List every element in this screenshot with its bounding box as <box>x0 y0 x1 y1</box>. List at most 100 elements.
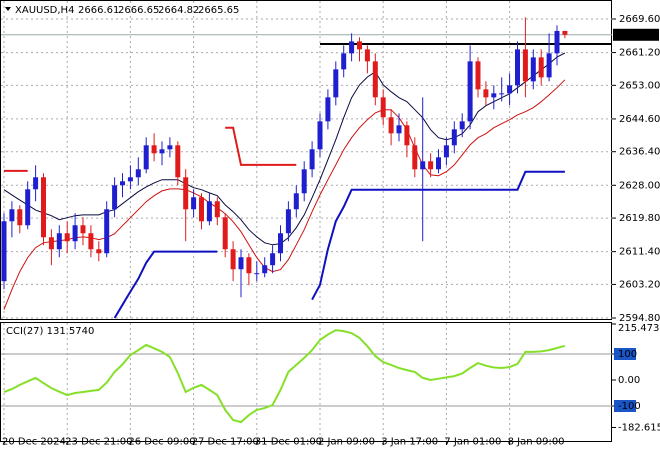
candle-body <box>41 177 46 238</box>
y-tick-label: 2653.00 <box>619 80 660 91</box>
candle-body <box>262 265 268 274</box>
y-tick-label: 2661.20 <box>619 48 660 59</box>
candle-body <box>167 145 173 150</box>
candle-body <box>112 185 118 210</box>
y-tick-label: 2594.80 <box>619 313 660 324</box>
candle-body <box>104 209 110 254</box>
candle-body <box>238 257 244 270</box>
candle-body <box>151 145 157 154</box>
candle-body <box>96 249 102 254</box>
menu-arrow[interactable] <box>5 7 11 11</box>
candle-body <box>127 177 133 182</box>
candle-body <box>293 193 299 210</box>
slow-ma <box>3 79 566 310</box>
ohlc-open: 2666.61 <box>78 5 119 16</box>
x-tick-label: 27 Dec 17:00 <box>192 436 259 447</box>
candle-body <box>214 201 220 218</box>
candle-body <box>56 233 62 250</box>
y-tick-label: 2619.80 <box>619 213 660 224</box>
candle-body <box>380 97 386 118</box>
candle-body <box>515 49 520 86</box>
candle-body <box>270 253 276 266</box>
candle-body <box>183 177 189 210</box>
candle-body <box>159 149 165 154</box>
y-tick-label: 2644.60 <box>619 114 660 125</box>
candle-body <box>538 57 544 78</box>
candle-body <box>254 273 260 275</box>
candle-body <box>396 125 402 134</box>
ohlc-close: 2665.65 <box>198 5 239 16</box>
price-tag <box>613 28 659 41</box>
candle-body <box>80 225 86 234</box>
level-tag <box>614 348 636 361</box>
candle-body <box>120 181 125 186</box>
candle-body <box>222 217 228 250</box>
upper-stop <box>4 126 297 172</box>
candle-body <box>317 121 323 150</box>
x-tick-label: 8 Jan 09:00 <box>508 436 565 447</box>
candle-body <box>499 93 505 95</box>
candle-body <box>88 233 94 250</box>
fast-ma <box>3 52 566 246</box>
candle-body <box>1 221 7 282</box>
candle-body <box>522 49 528 82</box>
candle-body <box>491 93 497 98</box>
candle-body <box>436 157 441 170</box>
candle-body <box>349 41 355 54</box>
y-tick-label: 2611.40 <box>619 247 660 258</box>
ohlc-low: 2664.82 <box>158 5 199 16</box>
level-tag <box>614 399 636 412</box>
candle-body <box>206 201 212 222</box>
x-tick-label: 23 Dec 21:00 <box>65 436 132 447</box>
candle-body <box>412 145 418 170</box>
candle-body <box>72 225 78 242</box>
candle-body <box>246 257 252 274</box>
candle-body <box>341 53 347 70</box>
ohlc-high: 2666.65 <box>118 5 159 16</box>
candle-body <box>443 145 449 158</box>
candle-body <box>530 57 536 82</box>
candle-body <box>33 177 39 190</box>
y-tick-label: 2669.60 <box>619 14 660 25</box>
y-tick-label: 0.00 <box>618 375 640 386</box>
candle-body <box>285 209 291 234</box>
candle-body <box>554 30 560 54</box>
candle-body <box>372 61 378 98</box>
candle-body <box>301 169 307 194</box>
candle-body <box>191 197 197 210</box>
x-tick-label: 3 Jan 17:00 <box>381 436 438 447</box>
y-tick-label: 2636.40 <box>619 147 660 158</box>
candle-body <box>404 125 410 146</box>
y-tick-label: 2603.20 <box>619 279 660 290</box>
candle-body <box>278 233 283 254</box>
candle-body <box>483 89 489 98</box>
x-tick-label: 2 Jan 09:00 <box>318 436 375 447</box>
indicator-panel <box>0 322 612 442</box>
candle-body <box>357 41 362 50</box>
candle-body <box>459 121 465 130</box>
y-tick-label: 2628.00 <box>619 180 660 191</box>
candle-body <box>325 97 331 122</box>
cci-line <box>3 329 566 424</box>
candle-body <box>546 53 552 78</box>
candle-body <box>364 49 370 62</box>
x-tick-label: 20 Dec 2024 <box>2 436 66 447</box>
candle-body <box>562 30 568 35</box>
y-tick-label: -100 <box>618 401 641 412</box>
candle-body <box>175 145 181 178</box>
symbol: XAUUSD,H4 <box>15 5 74 16</box>
candle-body <box>333 69 339 98</box>
y-tick-label: -182.6154 <box>618 422 660 433</box>
candle-body <box>428 161 434 170</box>
lower-stop <box>113 170 565 319</box>
x-tick-label: 26 Dec 09:00 <box>128 436 195 447</box>
main-panel <box>0 0 612 320</box>
candle-body <box>475 61 481 90</box>
candle-body <box>135 169 141 178</box>
candle-body <box>48 237 54 250</box>
candle-body <box>64 233 70 242</box>
indicator-label: CCI(27) 131.5740 <box>6 326 94 337</box>
candle-body <box>467 61 473 122</box>
candle-body <box>309 149 315 170</box>
